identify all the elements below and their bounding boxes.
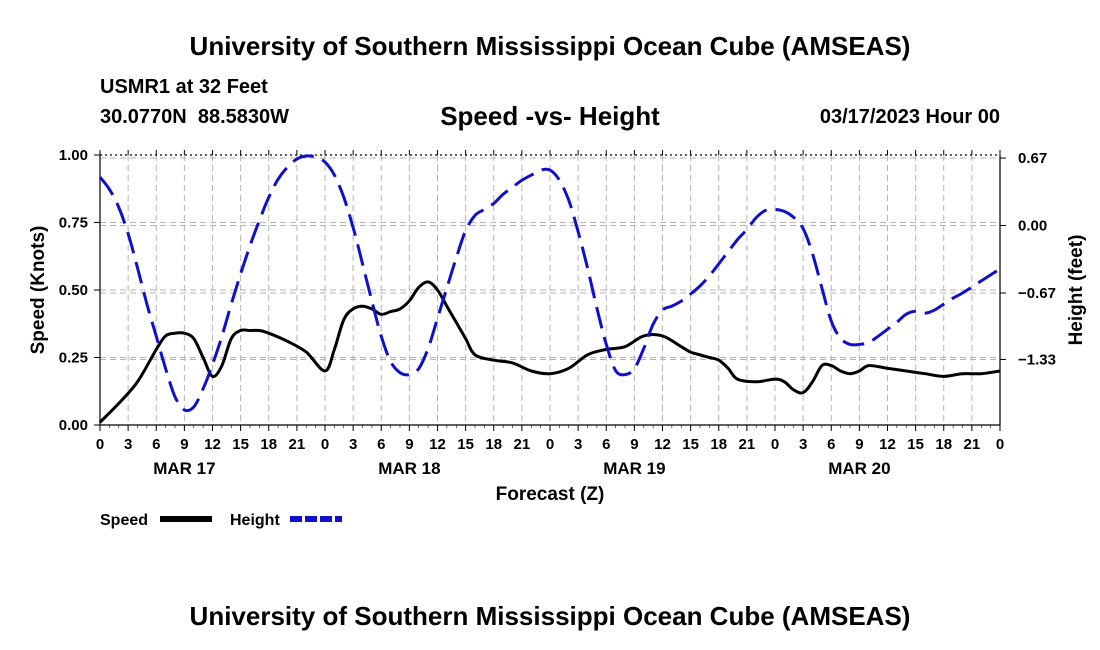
- x-tick-label: 3: [349, 436, 357, 453]
- x-tick-label: 6: [152, 436, 160, 453]
- x-tick-label: 0: [546, 436, 554, 453]
- x-tick-label: 9: [855, 436, 863, 453]
- axis-labels: 0 3 6 9 12 15 18 21 0 3 6 9 12 15 18 21 0 3 6 9 12 15 18 21 0 3 6 9…: [28, 147, 1087, 505]
- x-tick-label: 0: [996, 436, 1004, 453]
- x-tick-label: 18: [260, 436, 277, 453]
- x-tick-label: 15: [682, 436, 699, 453]
- x-tick-label: 21: [964, 436, 981, 453]
- legend: Speed Height: [100, 512, 342, 529]
- legend-height-label: Height: [230, 512, 280, 529]
- x-tick-label: 0: [771, 436, 779, 453]
- series-lines: [98, 154, 1001, 424]
- x-tick-label: 15: [457, 436, 474, 453]
- x-tick-label: 15: [907, 436, 924, 453]
- y2-tick-label: 0.00: [1018, 218, 1047, 235]
- x-tick-label: 12: [879, 436, 896, 453]
- x-tick-label: 18: [485, 436, 502, 453]
- y2-tick-label: −0.67: [1018, 285, 1056, 302]
- x-tick-label: 6: [827, 436, 835, 453]
- grid-lines: [100, 155, 1000, 425]
- y2-axis-title: Height (feet): [1066, 235, 1087, 346]
- y2-tick-label: −1.33: [1018, 352, 1056, 369]
- x-tick-label: 15: [232, 436, 249, 453]
- x-tick-label: 9: [630, 436, 638, 453]
- x-tick-label: 12: [204, 436, 221, 453]
- day-label: MAR 19: [603, 459, 665, 478]
- x-tick-label: 21: [514, 436, 531, 453]
- axes: [94, 150, 1006, 431]
- x-tick-label: 3: [799, 436, 807, 453]
- x-tick-label: 6: [602, 436, 610, 453]
- y2-tick-label: 0.67: [1018, 150, 1047, 167]
- chart-title: Speed -vs- Height: [440, 101, 660, 131]
- x-tick-label: 0: [321, 436, 329, 453]
- footer-title: University of Southern Mississippi Ocean…: [189, 601, 911, 631]
- x-tick-label: 3: [574, 436, 582, 453]
- forecast-datetime: 03/17/2023 Hour 00: [819, 106, 1000, 128]
- y-tick-label: 0.25: [59, 350, 88, 367]
- x-tick-label: 12: [429, 436, 446, 453]
- coordinates-label: 30.0770N 88.5830W: [100, 106, 290, 128]
- x-tick-label: 3: [124, 436, 132, 453]
- station-label: USMR1 at 32 Feet: [100, 76, 268, 98]
- x-tick-label: 18: [935, 436, 952, 453]
- y-tick-label: 0.00: [59, 417, 88, 434]
- y-tick-label: 1.00: [59, 147, 88, 164]
- x-tick-label: 21: [739, 436, 756, 453]
- height-series-line: [98, 154, 1001, 413]
- legend-speed-label: Speed: [100, 512, 148, 529]
- y-axis-title: Speed (Knots): [28, 226, 49, 355]
- x-tick-label: 9: [180, 436, 188, 453]
- x-tick-label: 0: [96, 436, 104, 453]
- x-tick-label: 18: [710, 436, 727, 453]
- x-tick-label: 6: [377, 436, 385, 453]
- x-tick-label: 9: [405, 436, 413, 453]
- x-axis-title: Forecast (Z): [496, 484, 605, 505]
- y-tick-label: 0.50: [59, 282, 88, 299]
- x-tick-label: 21: [289, 436, 306, 453]
- x-tick-label: 12: [654, 436, 671, 453]
- day-label: MAR 20: [828, 459, 890, 478]
- y-tick-label: 0.75: [59, 215, 88, 232]
- speed-series-line: [98, 280, 1001, 424]
- day-label: MAR 18: [378, 459, 440, 478]
- day-label: MAR 17: [153, 459, 215, 478]
- main-title: University of Southern Mississippi Ocean…: [189, 31, 911, 61]
